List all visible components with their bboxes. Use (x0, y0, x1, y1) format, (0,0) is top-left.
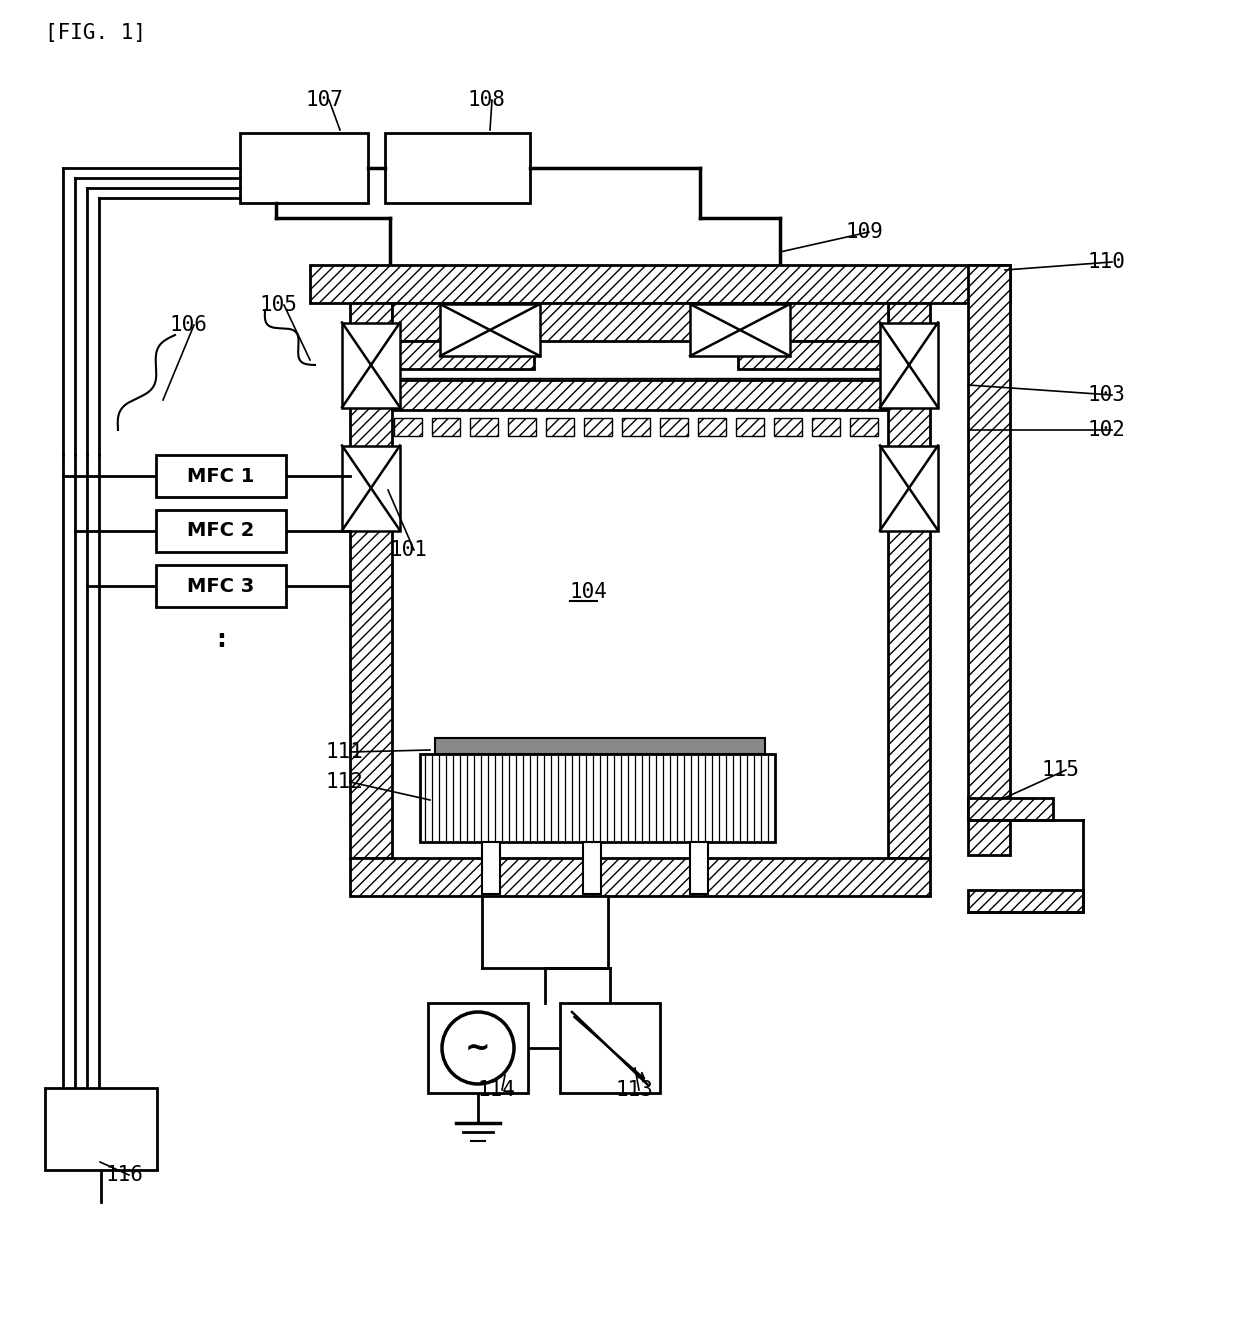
Bar (432, 418, 460, 436)
Bar (241, 133, 368, 203)
Bar (156, 510, 286, 552)
Bar (546, 418, 574, 436)
Bar (392, 303, 888, 341)
Bar (350, 858, 930, 896)
Bar (384, 133, 529, 203)
Text: MFC 3: MFC 3 (187, 576, 254, 596)
Text: 101: 101 (391, 540, 428, 560)
Bar (880, 445, 937, 531)
Text: 109: 109 (844, 221, 883, 243)
Bar (698, 418, 725, 436)
Bar (689, 304, 790, 356)
Text: 110: 110 (1087, 252, 1126, 272)
Text: 107: 107 (305, 90, 343, 109)
Bar (470, 418, 498, 436)
Text: :: : (216, 627, 226, 652)
Bar (738, 341, 888, 369)
Bar (660, 418, 688, 436)
Text: 106: 106 (170, 315, 208, 335)
Text: 111: 111 (326, 742, 363, 762)
Bar (968, 890, 1083, 912)
Bar (392, 303, 888, 858)
Bar (968, 265, 1011, 855)
Bar (622, 418, 650, 436)
Text: 102: 102 (1087, 420, 1126, 440)
Bar (392, 341, 534, 369)
Text: 115: 115 (1042, 760, 1080, 780)
Bar (482, 842, 500, 894)
Text: 103: 103 (1087, 385, 1126, 405)
Bar (689, 842, 708, 894)
Bar (737, 418, 764, 436)
Bar (392, 380, 888, 410)
Bar (342, 445, 401, 531)
Text: 116: 116 (105, 1165, 143, 1185)
Bar (45, 1087, 157, 1170)
Bar (350, 303, 392, 858)
Text: 114: 114 (477, 1079, 516, 1101)
Bar (435, 738, 765, 754)
Text: MFC 2: MFC 2 (187, 522, 254, 540)
Bar (583, 842, 601, 894)
Text: [FIG. 1]: [FIG. 1] (45, 22, 146, 43)
Bar (310, 265, 1011, 303)
Bar (849, 418, 878, 436)
Text: 113: 113 (615, 1079, 653, 1101)
Bar (394, 418, 422, 436)
Text: 112: 112 (326, 772, 363, 792)
Bar (888, 303, 930, 858)
Bar (968, 797, 1053, 820)
Bar (560, 1003, 660, 1093)
Bar (156, 565, 286, 608)
Text: ~: ~ (465, 1033, 491, 1062)
Bar (584, 418, 613, 436)
Bar (508, 418, 536, 436)
Text: 104: 104 (570, 583, 608, 602)
Bar (880, 323, 937, 407)
Bar (812, 418, 839, 436)
Bar (342, 323, 401, 407)
Text: 105: 105 (260, 295, 298, 315)
Text: 108: 108 (467, 90, 506, 109)
Bar (428, 1003, 528, 1093)
Text: MFC 1: MFC 1 (187, 467, 254, 485)
Bar (156, 455, 286, 497)
Bar (440, 304, 539, 356)
Bar (420, 754, 775, 842)
Bar (774, 418, 802, 436)
